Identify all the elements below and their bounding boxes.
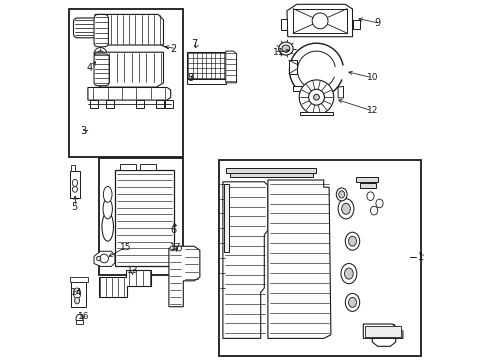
Ellipse shape [75,297,80,304]
FancyBboxPatch shape [106,100,114,108]
Ellipse shape [348,297,356,307]
Ellipse shape [311,13,327,29]
Ellipse shape [176,246,181,251]
Ellipse shape [103,199,112,219]
Ellipse shape [72,186,77,192]
Polygon shape [280,19,286,30]
Ellipse shape [370,206,377,215]
Ellipse shape [337,199,353,219]
Text: 6: 6 [170,225,177,235]
Text: 9: 9 [374,18,380,28]
FancyBboxPatch shape [71,282,86,307]
FancyBboxPatch shape [115,170,174,266]
Polygon shape [224,184,229,252]
Ellipse shape [345,293,359,311]
FancyBboxPatch shape [73,18,101,38]
Polygon shape [99,270,151,297]
FancyBboxPatch shape [355,177,377,182]
Ellipse shape [336,188,346,201]
FancyBboxPatch shape [76,320,83,324]
FancyBboxPatch shape [99,158,183,275]
Polygon shape [95,52,163,87]
Ellipse shape [341,203,350,214]
FancyBboxPatch shape [186,52,225,80]
FancyBboxPatch shape [359,183,375,188]
FancyBboxPatch shape [71,165,75,171]
FancyBboxPatch shape [219,160,420,356]
Text: 5: 5 [71,202,77,212]
Polygon shape [223,182,267,338]
Polygon shape [95,14,163,45]
Text: 1: 1 [418,252,424,262]
Polygon shape [94,251,115,266]
Text: 14: 14 [71,288,82,297]
FancyBboxPatch shape [292,9,346,33]
FancyBboxPatch shape [365,326,400,337]
Ellipse shape [72,179,77,186]
FancyBboxPatch shape [140,164,156,170]
Polygon shape [168,246,200,307]
Ellipse shape [338,191,344,198]
FancyBboxPatch shape [70,171,80,198]
Polygon shape [292,86,309,91]
Ellipse shape [170,246,175,251]
Ellipse shape [102,212,113,241]
Ellipse shape [282,45,289,52]
FancyBboxPatch shape [136,100,144,108]
Text: 2: 2 [170,44,177,54]
Text: 7: 7 [191,39,198,49]
Ellipse shape [103,186,112,202]
Text: 16: 16 [78,311,89,320]
FancyBboxPatch shape [164,100,172,108]
Text: 3: 3 [80,126,86,136]
Ellipse shape [76,314,83,323]
Ellipse shape [278,42,292,55]
FancyBboxPatch shape [288,60,296,74]
Polygon shape [88,87,170,100]
Ellipse shape [366,192,373,201]
FancyBboxPatch shape [300,112,332,115]
Ellipse shape [313,94,319,100]
FancyBboxPatch shape [94,54,109,86]
Ellipse shape [348,236,356,246]
Polygon shape [371,331,395,346]
FancyBboxPatch shape [186,79,225,84]
Polygon shape [352,20,359,29]
FancyBboxPatch shape [90,100,98,108]
Ellipse shape [94,48,107,60]
FancyBboxPatch shape [156,100,164,108]
Ellipse shape [344,268,352,279]
Ellipse shape [340,264,356,284]
Ellipse shape [73,288,81,299]
FancyBboxPatch shape [230,173,312,177]
Ellipse shape [100,254,108,263]
Text: 17: 17 [170,243,181,252]
Text: 12: 12 [366,107,378,115]
Text: 13: 13 [126,266,138,275]
Text: 4: 4 [87,63,93,73]
Polygon shape [363,324,402,338]
Polygon shape [286,4,352,37]
FancyBboxPatch shape [69,277,87,282]
Text: 15: 15 [120,243,131,252]
Text: 11: 11 [272,48,284,57]
FancyBboxPatch shape [226,168,316,173]
Ellipse shape [96,256,101,261]
FancyBboxPatch shape [373,324,393,328]
Ellipse shape [97,51,103,57]
Polygon shape [267,180,330,338]
Text: 10: 10 [366,73,378,82]
Ellipse shape [308,89,324,105]
Text: 8: 8 [186,73,193,84]
Ellipse shape [299,80,333,114]
Ellipse shape [375,199,382,208]
Polygon shape [337,86,343,98]
Polygon shape [225,51,236,83]
Polygon shape [301,113,331,115]
FancyBboxPatch shape [94,14,108,47]
FancyBboxPatch shape [69,9,183,157]
FancyBboxPatch shape [120,164,136,170]
Ellipse shape [345,232,359,250]
